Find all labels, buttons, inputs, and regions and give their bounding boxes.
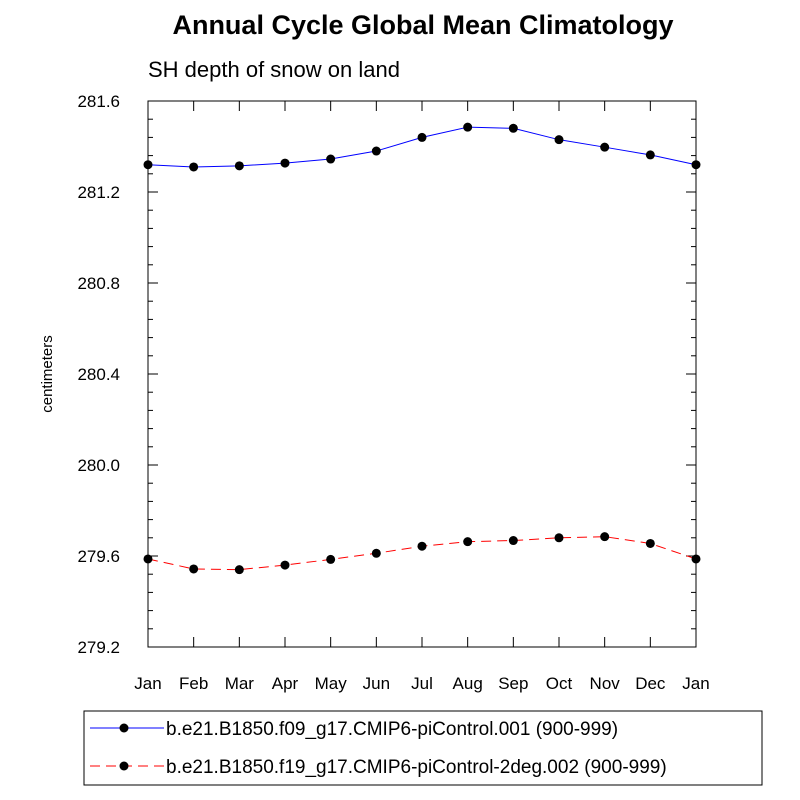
legend-label-1: b.e21.B1850.f09_g17.CMIP6-piControl.001 … <box>166 719 618 740</box>
y-tick-label: 281.6 <box>77 92 120 111</box>
x-tick-label: Feb <box>179 674 208 693</box>
series-2-point <box>143 554 153 564</box>
chart-subtitle: SH depth of snow on land <box>148 57 400 82</box>
x-tick-label: Apr <box>272 674 299 693</box>
series-1-point <box>600 142 610 152</box>
series-1-point <box>463 122 473 132</box>
series-1-point <box>189 162 199 172</box>
series-2-point <box>234 565 244 575</box>
x-tick-label: Oct <box>546 674 573 693</box>
series-2-point <box>554 533 564 543</box>
series-1-point <box>371 146 381 156</box>
series-2-point <box>600 532 610 542</box>
series-1-point <box>508 123 518 133</box>
x-tick-label: Sep <box>498 674 528 693</box>
x-tick-label: Jan <box>682 674 709 693</box>
legend: b.e21.B1850.f09_g17.CMIP6-piControl.001 … <box>83 710 763 786</box>
series-2-point <box>691 554 701 564</box>
legend-box <box>83 710 763 786</box>
y-tick-label: 279.2 <box>77 638 120 657</box>
x-tick-label: May <box>315 674 348 693</box>
y-tick-label: 280.0 <box>77 456 120 475</box>
x-tick-label: Aug <box>453 674 483 693</box>
series-1-point <box>143 160 153 170</box>
series-1-point <box>645 150 655 160</box>
series-2-point <box>645 538 655 548</box>
x-tick-label: Jan <box>134 674 161 693</box>
series-1-point <box>234 161 244 171</box>
series-2-point <box>508 536 518 546</box>
series-1-point <box>691 160 701 170</box>
legend-label-2: b.e21.B1850.f19_g17.CMIP6-piControl-2deg… <box>166 757 667 778</box>
legend-marker-1 <box>119 723 129 733</box>
series-2-point <box>463 537 473 547</box>
series-2-point <box>280 560 290 570</box>
series-1-point <box>280 158 290 168</box>
plot-frame <box>147 100 697 648</box>
x-tick-label: Mar <box>225 674 255 693</box>
y-tick-label: 281.2 <box>77 183 120 202</box>
chart-title: Annual Cycle Global Mean Climatology <box>172 10 674 40</box>
series-2-point <box>326 554 336 564</box>
y-tick-label: 280.8 <box>77 274 120 293</box>
x-tick-label: Jun <box>363 674 390 693</box>
series-1-point <box>554 135 564 145</box>
y-tick-label: 279.6 <box>77 547 120 566</box>
x-tick-label: Dec <box>635 674 666 693</box>
legend-marker-2 <box>119 761 129 771</box>
series-2-point <box>417 541 427 551</box>
series-line-2 <box>147 536 697 571</box>
x-tick-label: Jul <box>411 674 433 693</box>
series-1-point <box>417 132 427 142</box>
plot-area: 281.6 281.2 280.8 280.4 280.0 279.6 279.2 Jan Fe… <box>39 92 710 693</box>
series-2-point <box>371 548 381 558</box>
y-tick-label: 280.4 <box>77 365 120 384</box>
series-2-point <box>189 564 199 574</box>
y-axis-label: centimeters <box>39 335 56 413</box>
x-tick-label: Nov <box>590 674 621 693</box>
series-1-point <box>326 154 336 164</box>
